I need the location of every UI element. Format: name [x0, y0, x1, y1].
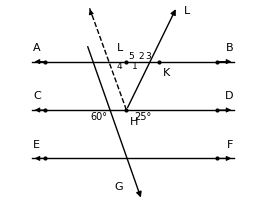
Text: 1: 1 [132, 62, 138, 70]
Text: K: K [163, 68, 170, 78]
Text: E: E [33, 140, 40, 150]
Text: G: G [114, 182, 123, 191]
Text: 5: 5 [128, 52, 134, 61]
Text: 25°: 25° [134, 112, 152, 122]
Text: 60°: 60° [90, 112, 107, 122]
Text: A: A [33, 43, 40, 53]
Text: F: F [227, 140, 233, 150]
Text: D: D [225, 91, 233, 101]
Text: B: B [226, 43, 233, 53]
Text: L: L [117, 43, 123, 53]
Text: C: C [33, 91, 41, 101]
Text: 4: 4 [117, 62, 123, 70]
Text: H: H [130, 117, 138, 126]
Text: L: L [184, 6, 190, 16]
Text: 3: 3 [146, 52, 151, 61]
Text: 2: 2 [138, 52, 144, 61]
